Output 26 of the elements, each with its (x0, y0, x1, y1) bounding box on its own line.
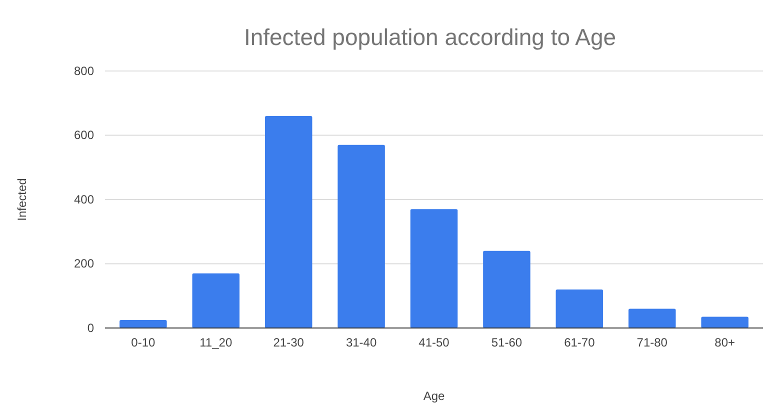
y-tick-label: 400 (74, 192, 94, 206)
x-tick-label: 71-80 (636, 336, 668, 350)
x-tick-label: 51-60 (491, 336, 522, 350)
y-tick-label: 600 (74, 128, 94, 142)
x-tick-label: 31-40 (346, 336, 377, 350)
y-tick-label: 200 (74, 256, 94, 271)
y-tick-label: 0 (87, 320, 94, 335)
bar (410, 209, 458, 328)
y-tick-label: 800 (74, 64, 94, 78)
chart-title: Infected population according to Age (244, 24, 616, 50)
x-tick-label: 11_20 (200, 336, 232, 350)
x-axis-title: Age (423, 389, 445, 403)
x-tick-label: 41-50 (418, 336, 450, 350)
bar (628, 308, 676, 328)
bar (483, 250, 530, 328)
bar (701, 316, 748, 328)
bar (120, 320, 167, 328)
x-tick-label: 0-10 (131, 336, 156, 350)
bar (556, 289, 604, 328)
bar (192, 273, 240, 328)
bar (264, 116, 312, 328)
x-tick-label: 80+ (714, 336, 736, 350)
y-axis-title: Infected (15, 178, 29, 221)
bar (338, 144, 385, 328)
x-tick-label: 21-30 (273, 336, 304, 350)
x-tick-label: 61-70 (564, 336, 596, 350)
